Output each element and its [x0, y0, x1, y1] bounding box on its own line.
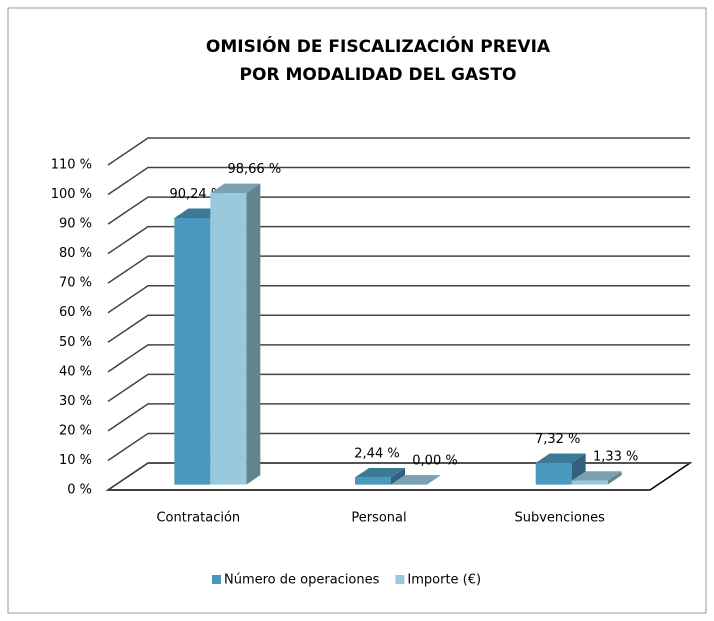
- value-label: 1,33 %: [593, 450, 638, 465]
- grid-line: [107, 344, 690, 373]
- y-tick-label: 80 %: [59, 246, 92, 261]
- bar-top: [210, 183, 261, 194]
- grid-line: [107, 373, 690, 402]
- value-label: 2,44 %: [354, 446, 399, 461]
- grid-line: [107, 284, 690, 314]
- bar-side: [607, 471, 622, 485]
- grid-line: [107, 255, 690, 284]
- y-tick-label: 0 %: [67, 483, 92, 498]
- bar-top: [355, 467, 405, 478]
- bar-side: [391, 467, 405, 485]
- value-label: 0,00 %: [412, 454, 457, 469]
- grid-line: [107, 432, 690, 462]
- grid-line: [107, 314, 690, 343]
- y-tick-label: 100 %: [51, 187, 92, 202]
- legend-swatch: [395, 575, 405, 584]
- bar-top: [571, 471, 622, 481]
- chart-frame: [7, 7, 707, 614]
- bar-top: [391, 475, 441, 485]
- value-label: 98,66 %: [227, 162, 281, 177]
- grid-line: [107, 462, 690, 491]
- y-tick-label: 30 %: [59, 394, 92, 409]
- bar: [355, 477, 391, 485]
- y-tick-label: 10 %: [59, 453, 92, 468]
- x-tick-label: Personal: [351, 511, 406, 526]
- bar: [174, 217, 211, 485]
- chart-title: OMISIÓN DE FISCALIZACIÓN PREVIA: [206, 35, 551, 57]
- x-tick-label: Subvenciones: [514, 511, 605, 526]
- y-tick-label: 20 %: [59, 423, 92, 438]
- bar: [535, 462, 572, 485]
- y-tick-label: 50 %: [59, 335, 92, 350]
- y-tick-label: 90 %: [59, 217, 92, 232]
- bar: [571, 480, 608, 485]
- y-tick-label: 40 %: [59, 364, 92, 379]
- y-tick-label: 110 %: [51, 158, 92, 173]
- bar-top: [535, 453, 586, 463]
- legend-label: Importe (€): [407, 573, 481, 588]
- y-tick-label: 60 %: [59, 305, 92, 320]
- grid-line: [107, 137, 690, 166]
- chart-title: POR MODALIDAD DEL GASTO: [240, 65, 517, 85]
- legend-label: Número de operaciones: [224, 573, 380, 588]
- bar-side: [246, 183, 261, 485]
- grid-line: [107, 225, 690, 255]
- y-tick-label: 70 %: [59, 276, 92, 291]
- bar: [210, 193, 247, 485]
- value-label: 90,24 %: [169, 187, 223, 202]
- grid-line: [107, 166, 690, 196]
- grid-line: [107, 196, 690, 225]
- x-tick-label: Contratación: [156, 511, 240, 526]
- value-label: 7,32 %: [535, 432, 580, 447]
- grid-line: [107, 403, 690, 432]
- legend-swatch: [212, 575, 221, 584]
